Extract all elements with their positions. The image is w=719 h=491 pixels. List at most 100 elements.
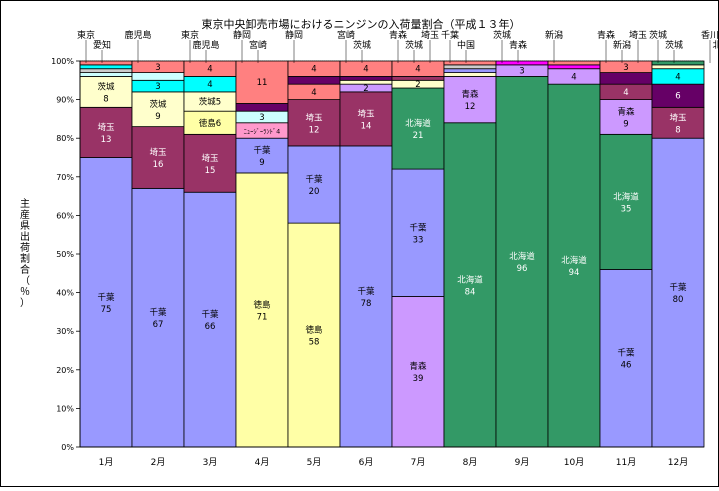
data-label: 徳島 58	[305, 325, 323, 348]
callout-label: 茨城	[353, 39, 371, 51]
data-label: 埼玉 15	[201, 153, 219, 176]
data-label-line: 千葉	[409, 222, 427, 233]
data-label: 千葉 80	[669, 282, 687, 305]
bar-segment	[79, 68, 133, 73]
callout-label: 静岡	[285, 29, 303, 41]
data-label-line: 北海道	[405, 118, 431, 129]
data-label: 北海道 96	[509, 251, 535, 274]
y-tick-label: 0%	[61, 443, 74, 452]
callout-label: 香川	[701, 30, 718, 41]
callout-label: 東京	[77, 29, 95, 41]
y-axis-label-char: 荷	[20, 242, 30, 254]
data-label-line: 埼玉	[149, 147, 167, 158]
data-label-line: 11	[257, 78, 268, 88]
callout-label: 鹿児島	[192, 39, 219, 51]
x-tick-label: 2月	[151, 457, 166, 468]
bar-segment	[131, 91, 185, 128]
data-label-line: 千葉	[305, 174, 323, 185]
data-label-line: 13	[101, 135, 112, 145]
data-label-line: 66	[205, 322, 216, 332]
bar-segment	[443, 68, 497, 73]
data-label-line: 8	[675, 125, 680, 135]
data-label: 青森 9	[617, 106, 635, 129]
callout-label: 埼玉	[421, 29, 439, 41]
data-label-line: 千葉	[97, 292, 115, 303]
x-tick-label: 9月	[515, 457, 530, 468]
data-label-line: 15	[205, 166, 216, 176]
callout-label: 青森	[389, 29, 407, 41]
data-label-line: 北海道	[613, 191, 639, 202]
data-label: 3	[155, 82, 160, 92]
data-label: 千葉 75	[97, 292, 115, 315]
y-tick-label: 100%	[51, 57, 74, 66]
data-label: 青森 39	[409, 361, 427, 384]
y-tick-label: 50%	[56, 250, 74, 259]
data-label: 3	[155, 63, 160, 73]
bar-segment	[391, 87, 445, 170]
data-label: 4	[571, 72, 576, 82]
data-label-line: ﾆｭｰｼﾞｰﾗﾝﾄﾞ4	[244, 127, 281, 135]
callout-label: 新潟	[545, 29, 563, 41]
data-label-line: 埼玉	[201, 153, 219, 164]
bar-segment	[235, 103, 289, 112]
data-label-line: 3	[155, 82, 160, 92]
y-tick-label: 40%	[56, 289, 74, 298]
data-label-line: 8	[103, 94, 108, 104]
data-label-line: 徳島	[253, 299, 271, 310]
data-label: 埼玉 13	[97, 122, 115, 145]
bar-segment	[287, 99, 341, 147]
bar-segment	[79, 157, 133, 448]
y-tick-label: 10%	[56, 404, 74, 413]
bar-segment	[79, 60, 133, 66]
data-label-line: 80	[673, 295, 684, 305]
bar-segment	[651, 60, 705, 66]
data-label-line: 千葉	[149, 307, 167, 318]
data-label: 4	[311, 65, 316, 75]
bar-segment	[443, 122, 497, 448]
data-label-line: 埼玉	[97, 122, 115, 133]
data-label: 茨城 8	[97, 81, 115, 104]
data-label-line: 茨城	[149, 99, 167, 110]
data-label-line: 千葉	[669, 282, 687, 293]
bar-segment	[391, 76, 445, 81]
y-axis-label-char: 割	[20, 252, 30, 265]
data-label: 4	[363, 65, 368, 75]
data-label-line: 4	[207, 65, 212, 75]
data-label-line: 千葉	[201, 309, 219, 320]
callout-label: 静岡	[233, 29, 251, 41]
bar-segment	[79, 64, 133, 70]
data-label-line: 94	[569, 268, 580, 278]
callout-label: 青森	[597, 29, 615, 41]
data-label-line: 埼玉	[305, 112, 323, 123]
data-label-line: 4	[363, 65, 368, 75]
data-label-line: 4	[623, 88, 628, 98]
data-label-line: 青森	[461, 89, 479, 100]
data-label: 千葉 9	[253, 145, 271, 168]
callout-label: 宮崎	[249, 39, 267, 51]
x-tick-label: 10月	[564, 457, 584, 468]
data-label-line: 96	[517, 264, 528, 274]
bar-segment	[183, 133, 237, 193]
data-label: 千葉 33	[409, 222, 427, 245]
callout-label: 茨城	[665, 39, 683, 51]
bar-segment	[443, 64, 497, 70]
data-label: 千葉 67	[149, 307, 167, 330]
bar-segment	[651, 64, 705, 70]
data-label-line: 北海道	[457, 274, 483, 285]
data-label: 青森 12	[461, 89, 479, 112]
y-axis-label-char: 主	[20, 198, 30, 210]
data-label-line: 千葉	[617, 348, 635, 359]
data-label-line: 4	[311, 65, 316, 75]
y-axis-label-char: 合	[20, 263, 30, 276]
bar-segment	[235, 60, 289, 104]
callout-label: 青森	[509, 39, 527, 51]
data-label: 6	[675, 92, 680, 102]
data-label-line: 徳島6	[199, 118, 221, 129]
data-label: 北海道 84	[457, 274, 483, 297]
data-label: 4	[311, 88, 316, 98]
callout-label: 愛知	[93, 39, 111, 51]
y-tick-label: 20%	[56, 366, 74, 375]
